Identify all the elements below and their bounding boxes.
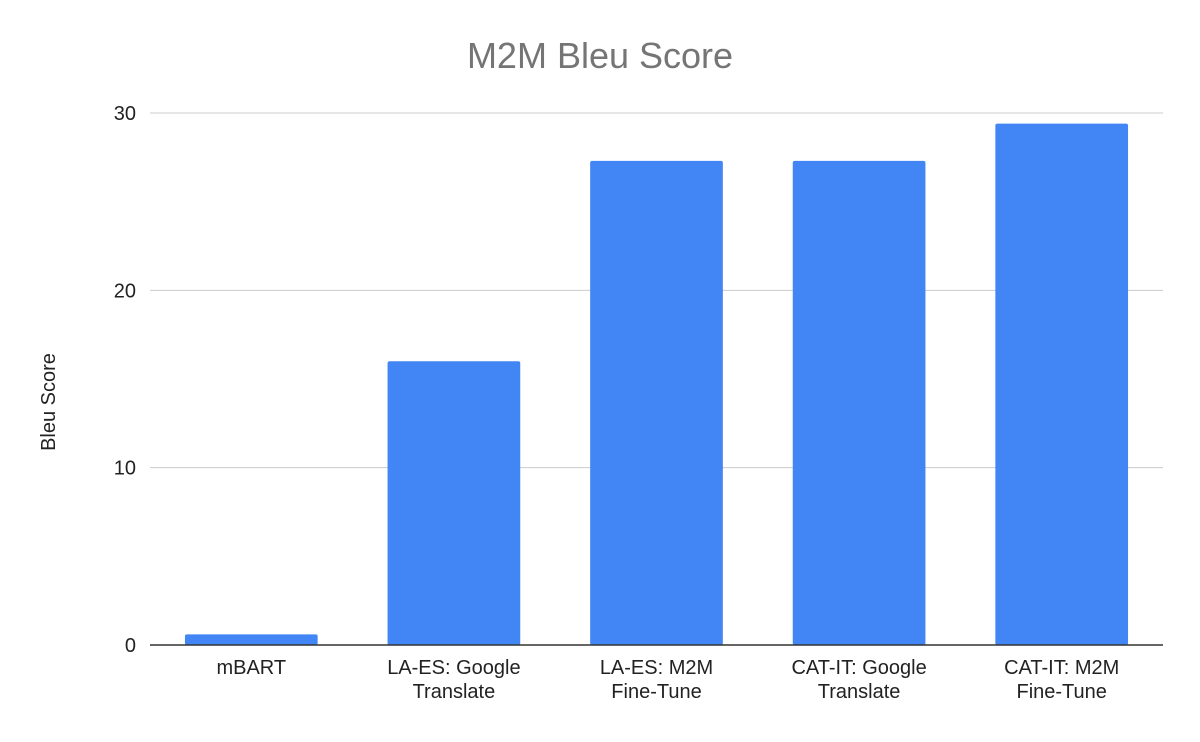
y-axis-label: Bleu Score xyxy=(38,353,60,451)
bar xyxy=(590,160,723,645)
x-category-label: CAT-IT: M2M Fine-Tune xyxy=(1004,657,1119,703)
x-category-label-line: LA-ES: M2M xyxy=(600,657,713,679)
x-category-label-line: Translate xyxy=(413,681,496,703)
x-category-label: CAT-IT: Google Translate xyxy=(791,657,926,703)
y-axis-ticks: 0 10 20 30 xyxy=(114,103,136,657)
x-category-label-line: Fine-Tune xyxy=(611,681,701,703)
bar xyxy=(995,123,1129,645)
x-category-label: LA-ES: Google Translate xyxy=(387,657,520,703)
bar xyxy=(184,634,318,645)
bar xyxy=(792,160,926,645)
bars xyxy=(184,123,1129,645)
x-category-label: LA-ES: M2M Fine-Tune xyxy=(600,657,713,703)
x-category-label-line: CAT-IT: Google xyxy=(791,657,926,679)
x-category-label-line: Fine-Tune xyxy=(1016,681,1106,703)
y-tick-label: 10 xyxy=(114,458,136,480)
chart-title: M2M Bleu Score xyxy=(467,35,733,76)
x-category-label-line: CAT-IT: M2M xyxy=(1004,657,1119,679)
x-category-label-line: mBART xyxy=(216,657,286,679)
y-tick-label: 0 xyxy=(125,635,136,657)
y-tick-label: 30 xyxy=(114,103,136,125)
bar xyxy=(387,361,521,645)
x-category-label-line: LA-ES: Google xyxy=(387,657,520,679)
y-tick-label: 20 xyxy=(114,280,136,302)
x-category-label: mBART xyxy=(216,657,286,679)
x-category-label-line: Translate xyxy=(818,681,901,703)
